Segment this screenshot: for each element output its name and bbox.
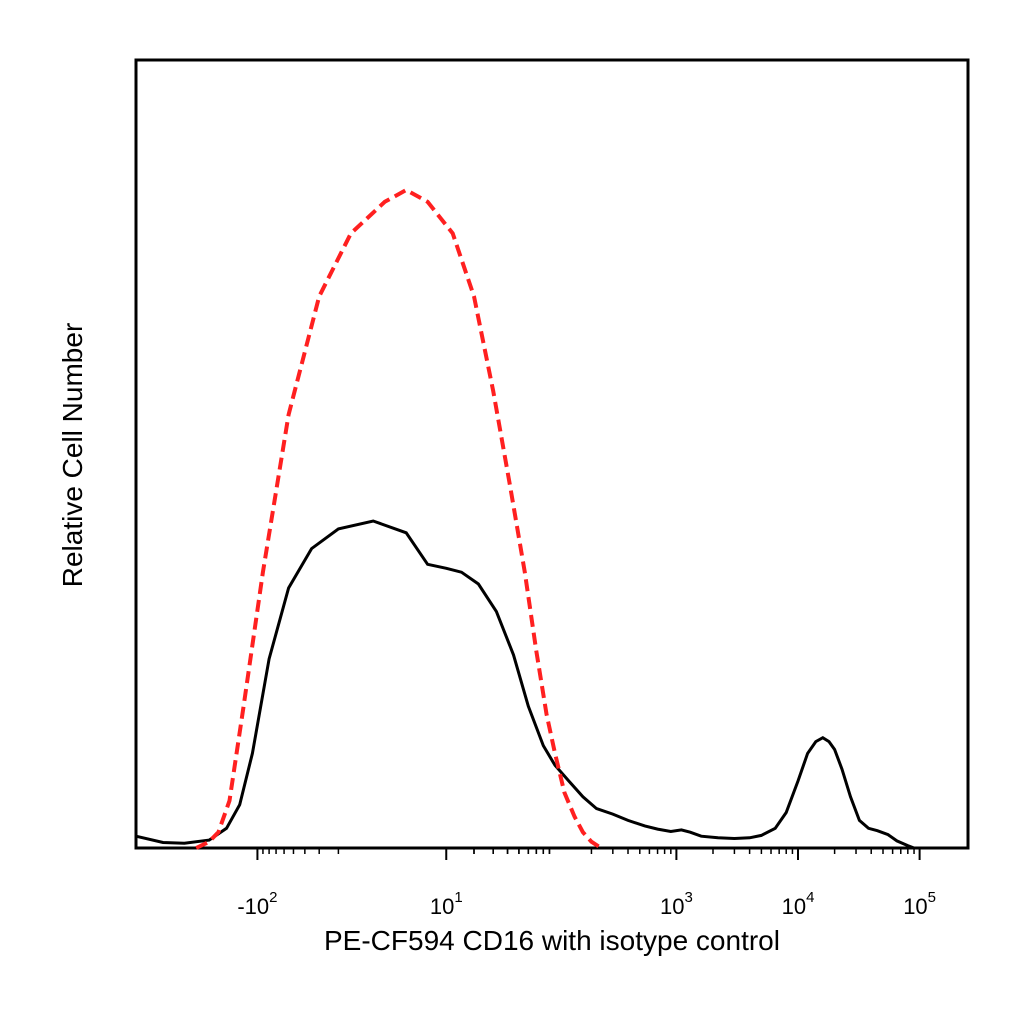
x-tick-label-0: -102 — [237, 889, 277, 919]
x-axis-ticks: -102 101 103 104 105 — [237, 848, 936, 919]
series-layer — [135, 187, 915, 850]
plot-area — [134, 58, 970, 850]
series-line-0 — [135, 519, 915, 850]
x-tick-label-3: 104 — [782, 889, 815, 919]
x-axis-title: PE-CF594 CD16 with isotype control — [324, 925, 780, 956]
x-tick-label-2: 103 — [660, 889, 693, 919]
y-axis-title: Relative Cell Number — [57, 323, 88, 588]
x-tick-label-4: 105 — [903, 889, 936, 919]
series-line-1 — [195, 187, 603, 850]
x-tick-label-1: 101 — [430, 889, 463, 919]
